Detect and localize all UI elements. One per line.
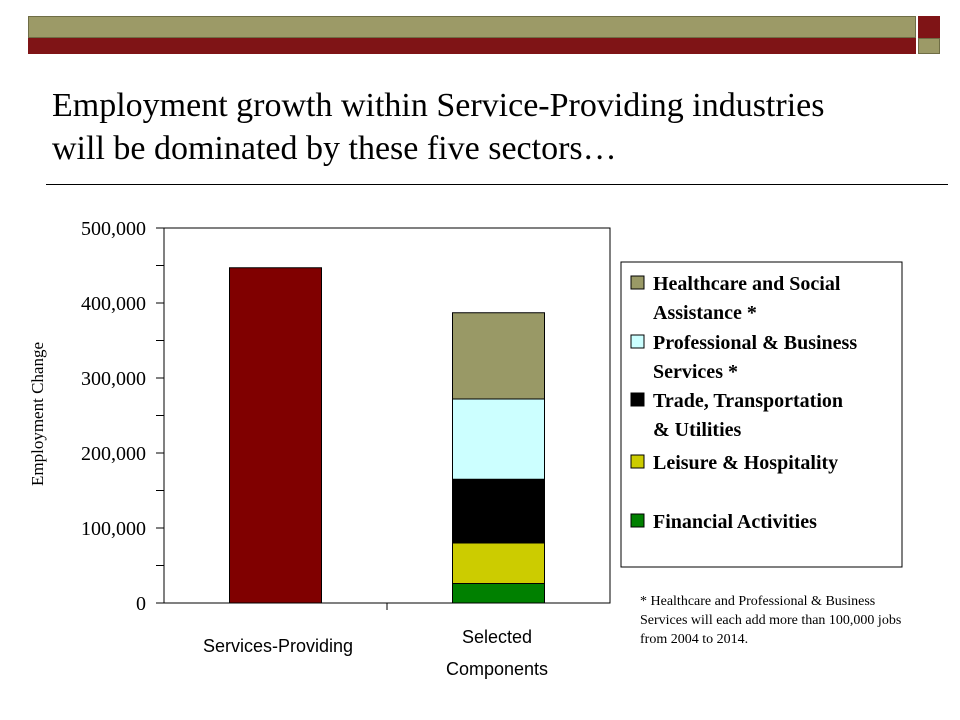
- bar-segment: [452, 542, 545, 584]
- legend-swatch: [630, 513, 645, 528]
- x-axis-labels: Services-Providing Selected Components: [203, 627, 548, 679]
- legend-swatch: [630, 275, 645, 290]
- top-bar-red: [28, 38, 916, 54]
- legend-label: Professional & Business: [653, 332, 857, 354]
- bars: [229, 267, 545, 604]
- legend-label: Healthcare and Social: [653, 273, 841, 295]
- y-tick-label: 200,000: [81, 443, 146, 465]
- y-tick-label: 100,000: [81, 518, 146, 540]
- y-axis: 0 100,000 200,000 300,000 400,000 500,000: [81, 218, 388, 615]
- legend-swatch: [630, 392, 645, 407]
- x-category-label: Selected: [462, 627, 532, 647]
- y-tick-label: 300,000: [81, 368, 146, 390]
- legend-label: Financial Activities: [653, 511, 817, 533]
- title-divider: [46, 184, 948, 185]
- bar-segment: [452, 312, 545, 400]
- y-tick-label: 0: [136, 593, 146, 615]
- legend-label: Leisure & Hospitality: [653, 452, 838, 474]
- corner-square-red: [918, 16, 940, 38]
- legend-swatch: [630, 454, 645, 469]
- legend-label: Assistance *: [653, 302, 757, 324]
- top-bar-olive: [28, 16, 916, 38]
- slide-title: Employment growth within Service-Providi…: [52, 87, 825, 167]
- bar-segment: [452, 583, 545, 604]
- bar-segment: [452, 398, 545, 480]
- y-tick-label: 500,000: [81, 218, 146, 240]
- x-category-label: Services-Providing: [203, 636, 353, 656]
- legend-label: Trade, Transportation: [653, 390, 843, 412]
- footnote: * Healthcare and Professional & Business…: [640, 594, 902, 647]
- corner-square-olive: [918, 38, 940, 54]
- legend-label: & Utilities: [653, 419, 742, 441]
- bar-segment: [452, 478, 545, 544]
- legend-box: [620, 261, 903, 568]
- legend: Healthcare and Social Assistance * Profess…: [620, 261, 903, 568]
- legend-label: Services *: [653, 361, 738, 383]
- bar-segment: [229, 267, 322, 604]
- y-tick-label: 400,000: [81, 293, 146, 315]
- legend-swatch: [630, 334, 645, 349]
- x-category-label: Components: [446, 659, 548, 679]
- y-axis-title: Employment Change: [28, 342, 47, 486]
